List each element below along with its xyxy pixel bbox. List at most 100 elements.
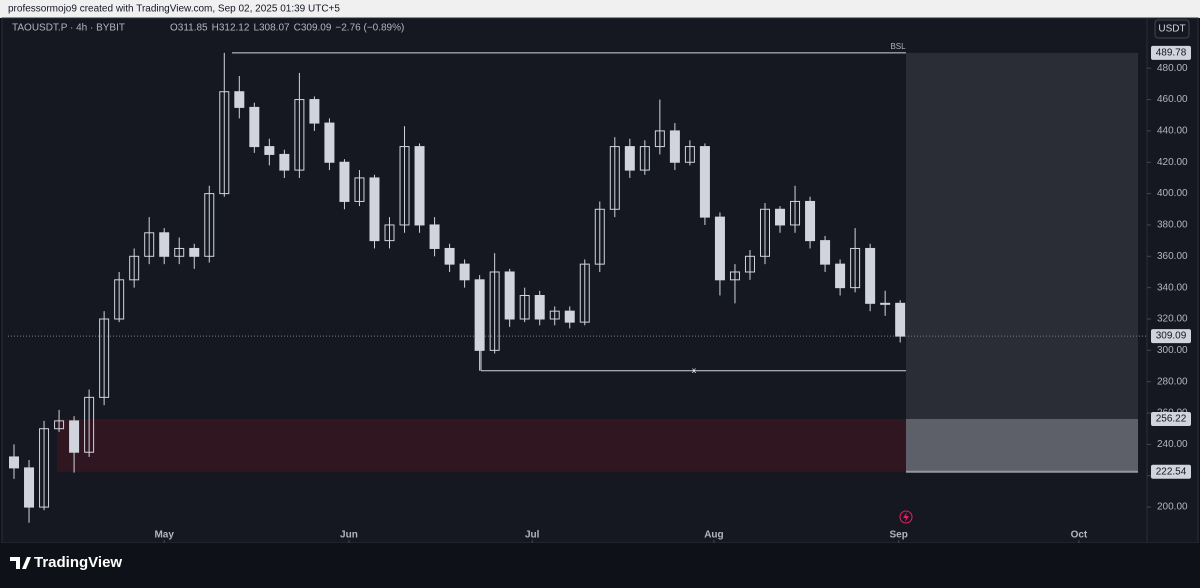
candle-body [624, 146, 635, 171]
candle-body [759, 208, 770, 257]
candle-body [144, 232, 155, 257]
candle-body [549, 310, 560, 320]
price-badge [1151, 464, 1191, 479]
candle-body [294, 99, 305, 171]
candle-body [880, 302, 891, 305]
candle-body [9, 456, 20, 469]
projection-box [906, 52, 1138, 419]
candle-body [369, 177, 380, 242]
ohlc-value: O311.85 [170, 23, 208, 34]
y-tick-label: 460.00 [1157, 94, 1188, 105]
top-bar [0, 0, 1200, 18]
candle-body [129, 255, 140, 281]
candle-body [414, 146, 425, 226]
candle-body [234, 91, 245, 108]
candle-body [534, 294, 545, 320]
y-tick-label: 380.00 [1157, 220, 1188, 231]
candle-body [54, 420, 65, 430]
candle-body [820, 240, 831, 265]
candle-body [474, 279, 485, 351]
candle-body [714, 216, 725, 281]
candle-body [99, 318, 110, 398]
candle-body [775, 208, 786, 226]
footer-bar [0, 543, 1200, 583]
candle-body [594, 208, 605, 265]
currency-button[interactable] [1154, 19, 1190, 39]
x-tick-label: Sep [890, 530, 908, 541]
y-tick-label: 440.00 [1157, 126, 1188, 137]
candle-body [204, 193, 215, 257]
candle-body [895, 302, 906, 337]
x-tick-label: Jul [525, 530, 540, 541]
price-badge [1151, 411, 1191, 426]
candle-body [174, 247, 185, 257]
candle-body [384, 224, 395, 242]
currency-label[interactable]: USDT [1158, 24, 1185, 35]
y-tick-label: 340.00 [1157, 282, 1188, 293]
y-tick-label: 300.00 [1157, 345, 1188, 356]
candle-body [354, 177, 365, 202]
price-badge-label: 256.22 [1156, 414, 1187, 425]
candle-body [459, 263, 470, 281]
event-icon[interactable] [899, 510, 913, 524]
candle-body [699, 146, 710, 218]
price-badge [1151, 329, 1191, 344]
candle-body [249, 106, 260, 148]
candle-body [684, 146, 695, 163]
candle-body [835, 263, 846, 289]
candle-body [564, 310, 575, 323]
price-badge-label: 309.09 [1156, 331, 1187, 342]
candle-body [279, 153, 290, 171]
candle-body [489, 271, 500, 351]
candle-body [790, 200, 801, 226]
x-tick-label: May [154, 530, 174, 541]
x-tick-label: Aug [704, 530, 723, 541]
y-tick-label: 400.00 [1157, 188, 1188, 199]
candle-body [399, 146, 410, 226]
candle-body [639, 146, 650, 171]
candle-body [189, 247, 200, 257]
candle-body [865, 247, 876, 304]
attribution: professormojo9 created with TradingView.… [8, 4, 340, 15]
y-tick-label: 200.00 [1157, 502, 1188, 513]
candle-body [69, 420, 80, 453]
brand: TradingView [34, 554, 122, 571]
plot: 200.00220.00240.00260.00280.00300.00320.… [8, 42, 1191, 543]
ohlc-value: L308.07 [253, 23, 290, 34]
event-bolt [903, 512, 909, 522]
candle-body [579, 263, 590, 323]
demand-zone [57, 418, 906, 472]
candle-body [339, 161, 350, 202]
x-tick-label: Oct [1071, 530, 1088, 541]
candle-body [444, 247, 455, 265]
y-tick-label: 480.00 [1157, 63, 1188, 74]
price-badge-label: 489.78 [1156, 48, 1187, 59]
candle-body [850, 247, 861, 289]
candle-body [114, 279, 125, 320]
candle-body [669, 130, 680, 163]
candle-body [729, 271, 740, 281]
candle-body [324, 122, 335, 163]
ohlc-legend: O311.85 H312.12 L308.07 C309.09 −2.76 (−0.89… [170, 23, 404, 34]
candle-body [264, 146, 275, 155]
candle-body [429, 224, 440, 249]
price-badge [1151, 45, 1191, 60]
candle-body [805, 200, 816, 242]
candle-body [309, 99, 320, 124]
bsl-label: BSL [890, 42, 906, 51]
ssl-label: x [692, 366, 696, 375]
candle-body [159, 232, 170, 257]
projection-zone [906, 418, 1138, 472]
y-tick-label: 280.00 [1157, 376, 1188, 387]
candle-body [519, 294, 530, 320]
candle-body [504, 271, 515, 320]
ohlc-value: −2.76 (−0.89%) [335, 23, 404, 34]
candle-body [654, 130, 665, 148]
ohlc-value: H312.12 [212, 23, 250, 34]
x-tick-label: Jun [340, 530, 358, 541]
y-tick-label: 320.00 [1157, 314, 1188, 325]
y-tick-label: 240.00 [1157, 439, 1188, 450]
candle-body [609, 146, 620, 210]
candle-body [744, 255, 755, 273]
